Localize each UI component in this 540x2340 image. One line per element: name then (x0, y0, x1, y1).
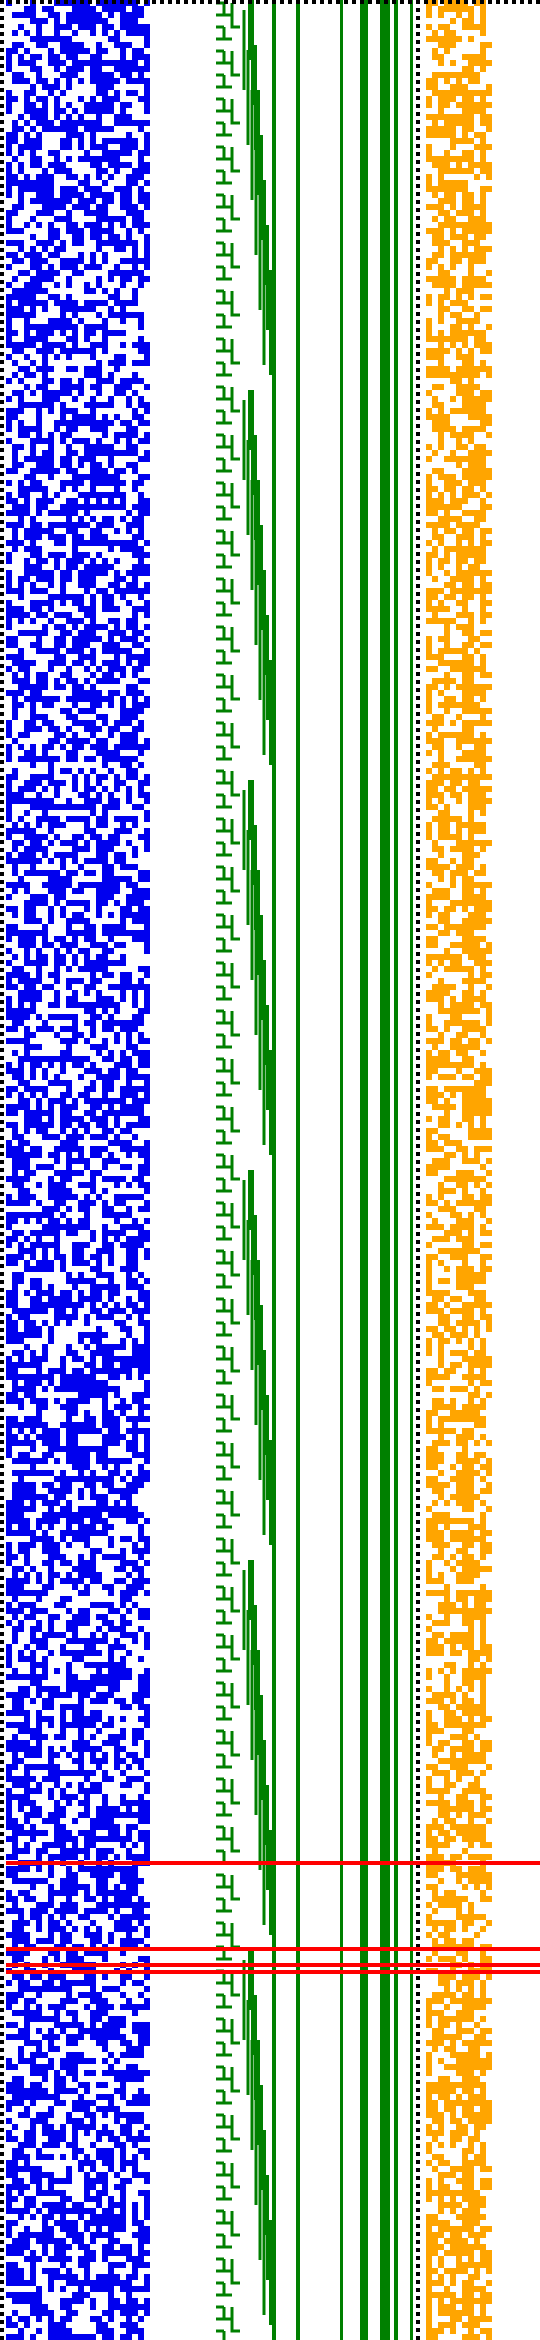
tree-staircase (248, 0, 275, 2325)
highlight-row (6, 1970, 540, 1974)
bus-line (380, 0, 390, 2340)
bus-line (410, 0, 413, 2340)
bus-line (394, 0, 398, 2340)
bus-line (272, 0, 276, 2340)
bus-line (360, 0, 368, 2340)
right-bit-field (426, 0, 492, 2340)
highlight-row (6, 1963, 540, 1967)
bus-line (296, 0, 300, 2340)
tree-branches (216, 1, 266, 2340)
highlight-row (6, 1861, 540, 1865)
bus-line (340, 0, 343, 2340)
highlight-row (6, 1947, 540, 1951)
left-bit-field (6, 0, 150, 2340)
tree-structure (216, 1, 266, 2340)
